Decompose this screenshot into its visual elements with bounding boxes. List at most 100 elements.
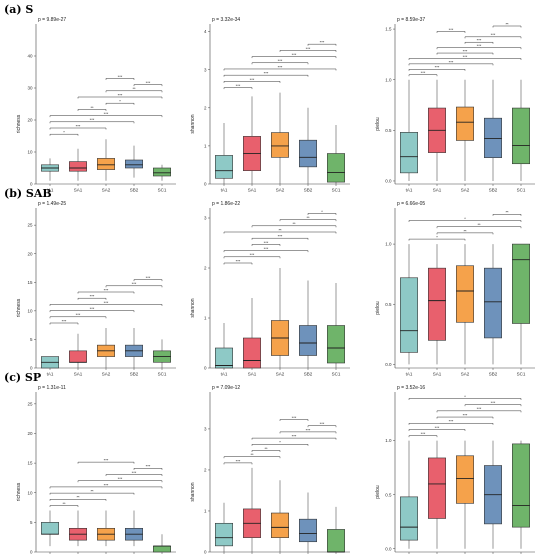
sig-label: *** — [449, 59, 454, 64]
sig-label: *** — [76, 123, 81, 128]
p-value-label: p = 3.32e-34 — [212, 17, 240, 23]
p-value-label: p = 3.52e-16 — [397, 385, 425, 391]
y-tick-label: 1 — [204, 316, 207, 321]
sig-label: ** — [132, 86, 136, 91]
y-axis-label: pielou — [375, 117, 381, 131]
sig-label: *** — [463, 54, 468, 59]
sig-label: * — [321, 209, 323, 214]
sig-label: *** — [146, 464, 151, 469]
y-tick-label: 2 — [204, 266, 207, 271]
y-tick-label: 0 — [30, 182, 33, 187]
box-SB2 — [125, 145, 143, 178]
sig-label: *** — [278, 234, 283, 239]
box-body — [243, 337, 261, 369]
box-SB2 — [299, 280, 317, 368]
x-tick-label: SA1 — [74, 188, 83, 193]
panel-2-0: p = 1.31e-11richness0510152025tA1SA1SA2S… — [16, 385, 176, 556]
sig-label: * — [63, 130, 65, 135]
box-SA2 — [456, 440, 474, 549]
y-tick-label: 0 — [204, 550, 207, 555]
x-tick-label: tA1 — [221, 188, 228, 193]
p-value-label: p = 1.49e-25 — [38, 201, 66, 207]
sig-label: *** — [104, 482, 109, 487]
x-tick-label: SB2 — [304, 188, 313, 193]
x-tick-label: SB2 — [489, 372, 498, 377]
sig-label: *** — [62, 318, 67, 323]
sig-label: *** — [292, 52, 297, 57]
box-SA2 — [97, 139, 115, 181]
y-tick-label: 1.0 — [385, 438, 392, 443]
box-body — [428, 457, 446, 519]
panel-1-0: p = 1.49e-25 richness 0 5 10 15 20 25 tA1 SA1 SA2 S… — [16, 201, 176, 377]
sig-label: *** — [132, 281, 137, 286]
x-tick-label: SA2 — [102, 372, 111, 377]
sig-label: *** — [421, 431, 426, 436]
y-tick-label: 40 — [27, 54, 33, 59]
y-tick-label: 0 — [30, 550, 33, 555]
sig-label: *** — [435, 425, 440, 430]
sig-label: *** — [90, 294, 95, 299]
y-tick-label: 3 — [204, 427, 207, 432]
y-tick-label: 20 — [27, 431, 33, 436]
box-body — [299, 325, 317, 356]
box-SA2 — [97, 328, 115, 368]
sig-label: * — [464, 394, 466, 399]
y-axis-label: pielou — [375, 301, 381, 315]
sig-label: ** — [250, 452, 254, 457]
p-value-label: p = 6.66e-05 — [397, 201, 425, 207]
sig-label: *** — [90, 306, 95, 311]
box-body — [327, 529, 345, 553]
box-body — [299, 139, 317, 168]
box-SA1 — [69, 333, 87, 368]
box-SB2 — [484, 440, 502, 549]
box-SB2 — [484, 244, 502, 365]
box-body — [456, 455, 474, 504]
sig-label: *** — [132, 470, 137, 475]
y-tick-label: 2 — [204, 468, 207, 473]
box-body — [215, 155, 233, 179]
sig-label: *** — [306, 427, 311, 432]
box-SC1 — [153, 534, 171, 553]
sig-label: *** — [118, 92, 123, 97]
box-body — [400, 496, 418, 541]
sig-label: *** — [449, 27, 454, 32]
y-tick-label: 30 — [27, 86, 33, 91]
y-tick-label: 15 — [27, 461, 33, 466]
sig-label: *** — [292, 433, 297, 438]
y-tick-label: 0.0 — [385, 546, 392, 551]
box-SA1 — [428, 440, 446, 549]
y-tick-label: 0.0 — [385, 179, 392, 184]
sig-label: ** — [306, 215, 310, 220]
box-SC1 — [512, 243, 530, 365]
box-tA1 — [400, 244, 418, 365]
box-body — [428, 267, 446, 341]
x-tick-label: tA1 — [406, 188, 413, 193]
sig-label: ** — [264, 446, 268, 451]
sig-label: *** — [278, 64, 283, 69]
box-SA1 — [428, 244, 446, 365]
box-SC1 — [327, 124, 345, 184]
panel-0-0: p = 9.89e-27 richness 0 10 20 30 40 tA1 SA1 SA2 SB… — [16, 17, 176, 193]
box-body — [153, 545, 171, 553]
box-body — [299, 518, 317, 543]
sig-label: *** — [104, 287, 109, 292]
y-tick-label: 20 — [27, 118, 33, 123]
box-SA2 — [456, 244, 474, 365]
box-SC1 — [327, 283, 345, 368]
box-SB2 — [125, 328, 143, 368]
sig-label: *** — [477, 43, 482, 48]
x-tick-label: SB2 — [489, 188, 498, 193]
x-tick-label: SA2 — [461, 188, 470, 193]
box-tA1 — [400, 440, 418, 549]
box-body — [69, 350, 87, 363]
box-SB2 — [484, 79, 502, 181]
sig-label: *** — [118, 74, 123, 79]
y-tick-label: 1.0 — [385, 242, 392, 247]
sig-label: *** — [320, 421, 325, 426]
sig-label: ** — [505, 21, 509, 26]
y-tick-label: 4 — [204, 29, 207, 34]
sig-label: ** — [463, 228, 467, 233]
box-body — [456, 265, 474, 323]
box-body — [484, 117, 502, 158]
sig-label: *** — [292, 415, 297, 420]
